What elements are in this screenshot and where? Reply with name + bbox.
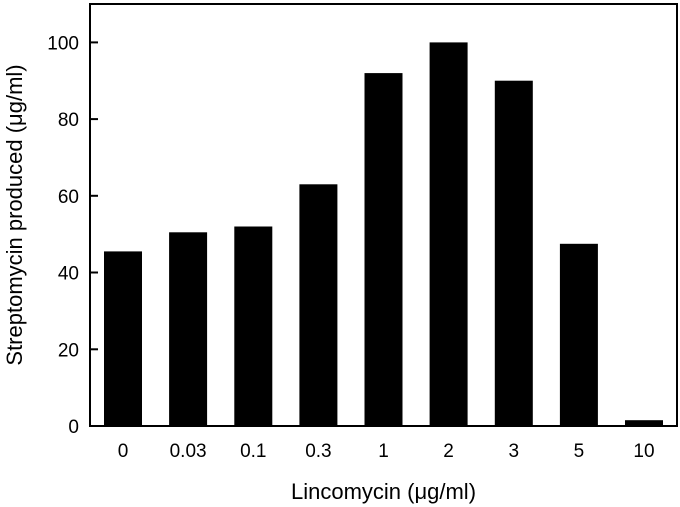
y-axis: 0 20 40 60 80 100: [47, 33, 98, 438]
bar-1: [364, 73, 403, 426]
y-tick-label: 80: [58, 110, 79, 131]
x-tick-label: 0.1: [240, 441, 266, 462]
bar-2: [429, 42, 468, 427]
bar-0.03: [169, 232, 208, 426]
y-tick-label: 40: [58, 264, 79, 285]
bars-layer: [104, 42, 663, 427]
x-tick-label: 0.3: [305, 441, 331, 462]
x-axis: 0 0.03 0.1 0.3 1 2 3 5 10: [118, 441, 655, 462]
y-tick-label: 0: [68, 417, 79, 438]
x-tick-label: 10: [633, 441, 654, 462]
bar-0.3: [299, 184, 338, 426]
x-tick-label: 3: [509, 441, 520, 462]
x-tick-label: 0.03: [170, 441, 207, 462]
bar-5: [559, 243, 598, 426]
bar-0.1: [234, 226, 273, 426]
bar-3: [494, 80, 533, 426]
plot-frame: [89, 3, 678, 427]
x-tick-label: 2: [443, 441, 454, 462]
x-axis-label: Lincomycin (μg/ml): [291, 479, 476, 504]
bar-10: [625, 420, 663, 426]
x-tick-label: 1: [378, 441, 389, 462]
y-axis-label: Streptomycin produced (μg/ml): [2, 64, 27, 365]
bar-0: [104, 251, 142, 426]
x-tick-label: 5: [574, 441, 585, 462]
y-tick-label: 60: [58, 187, 79, 208]
x-tick-label: 0: [118, 441, 129, 462]
y-tick-label: 100: [47, 33, 79, 54]
y-tick-label: 20: [58, 340, 79, 361]
